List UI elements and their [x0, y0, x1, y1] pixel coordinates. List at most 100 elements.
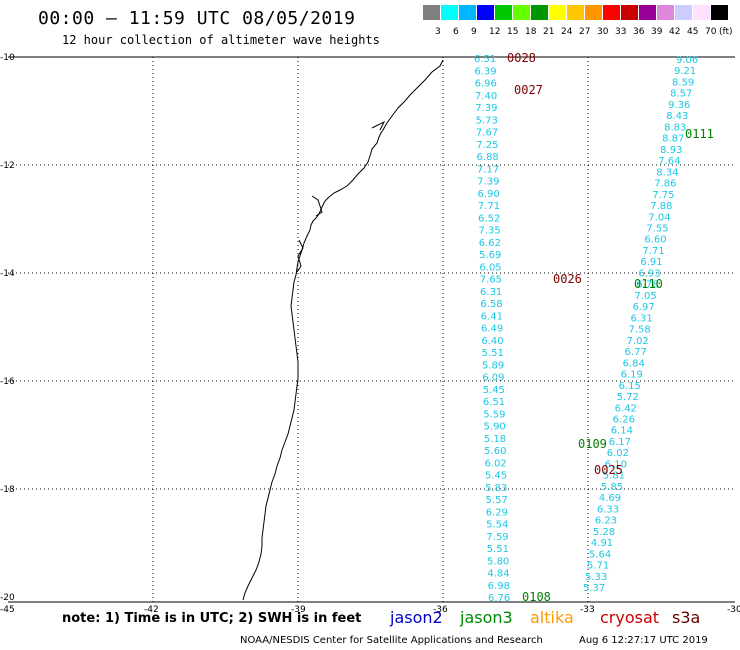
track-value: 6.33: [597, 504, 619, 515]
map-frame: [8, 56, 735, 603]
track-value: 5.81: [603, 471, 625, 482]
legend-label: 42: [669, 27, 681, 37]
legend-swatch: [549, 5, 566, 20]
track-value: 7.02: [627, 336, 649, 347]
satellite-legend-item: jason2: [390, 608, 443, 627]
legend-label: 27: [579, 27, 591, 37]
track-value: 8.87: [662, 134, 684, 145]
legend-swatch: [441, 5, 458, 20]
legend-swatch: [675, 5, 692, 20]
track-value: 6.31: [630, 313, 652, 324]
pass-id-labels: 0028 0027 0111 0026 0110 0109 0025 0108: [507, 51, 714, 604]
wave-height-labels: 6.516.396.967.407.395.737.677.256.887.17…: [474, 54, 698, 604]
track-value: 5.45: [483, 385, 505, 396]
legend-label: 33: [615, 27, 627, 37]
track-value: 4.69: [599, 493, 621, 504]
track-value: 7.25: [476, 140, 498, 151]
map-subtitle: 12 hour collection of altimeter wave hei…: [62, 33, 380, 47]
legend-unit: (ft): [719, 27, 733, 37]
track-value: 7.71: [642, 246, 664, 257]
track-value: 8.83: [664, 122, 686, 133]
track-value: 7.65: [480, 275, 502, 286]
track-value: 6.52: [478, 213, 500, 224]
track-value: 8.57: [670, 89, 692, 100]
track-value: 7.88: [650, 201, 672, 212]
footnote: note: 1) Time is in UTC; 2) SWH is in fe…: [62, 611, 362, 626]
legend-label: 36: [633, 27, 645, 37]
legend-swatch: [495, 5, 512, 20]
pass-id: 0109: [578, 437, 607, 451]
legend-label: 39: [651, 27, 663, 37]
track-value: 9.21: [674, 66, 696, 77]
track-value: 7.59: [486, 532, 508, 543]
track-value: 7.39: [477, 177, 499, 188]
track-value: 7.86: [654, 179, 676, 190]
legend-swatch: [423, 5, 440, 20]
track-value: 6.93: [638, 268, 660, 279]
legend-label: 6: [453, 27, 459, 37]
track-value: 7.75: [652, 190, 674, 201]
legend-swatch: [567, 5, 584, 20]
legend-label: 30: [597, 27, 609, 37]
track-value: 6.98: [488, 581, 510, 592]
legend-label: 24: [561, 27, 573, 37]
footer-credit: NOAA/NESDIS Center for Satellite Applica…: [240, 635, 543, 646]
track-value: 6.58: [480, 299, 502, 310]
track-value: 5.83: [485, 483, 507, 494]
track-value: 6.05: [479, 262, 501, 273]
track-value: 6.97: [632, 302, 654, 313]
legend-label: 70: [705, 27, 717, 37]
track-value: 6.29: [486, 507, 508, 518]
track-value: 9.06: [676, 55, 698, 66]
lon-tick-label: -33: [580, 605, 595, 615]
track-value: 5.73: [476, 115, 498, 126]
pass-id: 0027: [514, 83, 543, 97]
satellite-legend-item: jason3: [460, 608, 513, 627]
track-value: 6.26: [613, 414, 635, 425]
track-value: 6.51: [483, 397, 505, 408]
track-value: 6.02: [485, 458, 507, 469]
track-value: 6.76: [488, 593, 510, 604]
track-value: 7.67: [476, 128, 498, 139]
track-value: 7.58: [629, 325, 651, 336]
track-value: 6.23: [595, 516, 617, 527]
track-value: 7.64: [658, 156, 680, 167]
track-value: 6.51: [474, 54, 496, 65]
legend-label: 9: [471, 27, 477, 37]
track-value: 4.84: [487, 569, 509, 580]
track-value: 7.05: [634, 291, 656, 302]
lon-tick-label: -45: [0, 605, 15, 615]
lon-tick-label: -36: [433, 605, 448, 615]
track-value: 6.49: [481, 324, 503, 335]
track-value: 7.55: [646, 224, 668, 235]
track-value: 6.02: [607, 448, 629, 459]
track-value: 5.28: [593, 527, 615, 538]
legend-swatch: [657, 5, 674, 20]
legend-swatch: [693, 5, 710, 20]
track-value: 6.17: [609, 437, 631, 448]
pass-id: 0025: [594, 463, 623, 477]
lat-tick-label: -12: [0, 161, 15, 171]
track-value: 8.34: [656, 167, 678, 178]
track-value: 6.42: [615, 403, 637, 414]
map-title: 00:00 – 11:59 UTC 08/05/2019: [38, 8, 356, 29]
track-value: 7.39: [475, 103, 497, 114]
track-value: 5.37: [583, 583, 605, 594]
track-value: 6.31: [480, 287, 502, 298]
track-value: 6.84: [623, 358, 645, 369]
lat-tick-label: -10: [0, 53, 15, 63]
coastline-inlet: [296, 120, 386, 273]
lon-tick-label: -30: [727, 605, 740, 615]
legend-swatch: [585, 5, 602, 20]
legend-swatch: [621, 5, 638, 20]
pass-id: 0108: [522, 590, 551, 604]
footer-timestamp: Aug 6 12:27:17 UTC 2019: [579, 635, 708, 646]
legend-label: 12: [489, 27, 501, 37]
track-value: 6.62: [479, 238, 501, 249]
track-value: 5.64: [589, 549, 611, 560]
track-value: 5.54: [486, 520, 508, 531]
track-value: 5.18: [484, 434, 506, 445]
track-value: 7.40: [475, 91, 497, 102]
track-value: 5.51: [482, 348, 504, 359]
